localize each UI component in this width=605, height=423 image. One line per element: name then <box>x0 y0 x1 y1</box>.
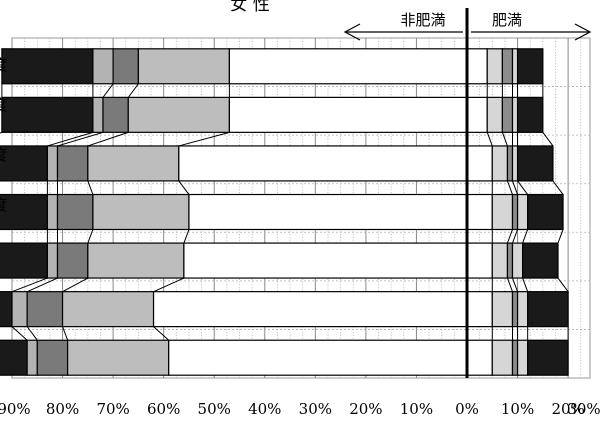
bar-segment-right <box>487 49 502 84</box>
x-tick-label: 20% <box>349 400 382 418</box>
connector-line <box>0 132 2 146</box>
bar-segment-right <box>528 292 568 327</box>
bar-segment-left <box>47 243 57 278</box>
bar-segment-left <box>138 49 229 84</box>
bar-segment-right <box>528 340 568 375</box>
x-tick-label: 10% <box>400 400 433 418</box>
x-tick-label: 10% <box>501 400 534 418</box>
x-tick-label: 0% <box>455 400 479 418</box>
bar-segment-right <box>523 243 558 278</box>
bar-segment-left <box>58 195 93 230</box>
bar-segment-right <box>507 146 512 181</box>
bar-segment-left <box>189 195 467 230</box>
bar-segment-right <box>467 146 492 181</box>
bar-segment-right <box>518 49 543 84</box>
x-tick-label: 30% <box>299 400 332 418</box>
bar-segment-left <box>113 49 138 84</box>
x-tick-label: 80% <box>46 400 79 418</box>
bar-segment-left <box>27 340 37 375</box>
bar-segment-right <box>467 49 487 84</box>
bar-segment-left <box>37 340 67 375</box>
bar-segment-right <box>492 292 512 327</box>
bar-segment-right <box>492 243 507 278</box>
bar-row-4 <box>0 195 563 230</box>
x-tick-label: 70% <box>96 400 129 418</box>
bar-segment-right <box>513 49 518 84</box>
category-label-fragment: 度 <box>0 56 8 74</box>
bar-segment-right <box>528 195 563 230</box>
bar-segment-left <box>58 146 88 181</box>
bar-segment-right <box>487 97 502 132</box>
bar-row-5 <box>0 243 558 278</box>
bar-segment-right <box>513 243 523 278</box>
bar-segment-right <box>502 49 512 84</box>
category-label-fragment: 度 <box>0 146 8 164</box>
bar-segment-left <box>12 292 27 327</box>
bar-segment-right <box>518 146 553 181</box>
bar-segment-left <box>68 340 169 375</box>
bar-segment-left <box>88 243 184 278</box>
bar-segment-right <box>492 340 512 375</box>
bar-segment-left <box>93 49 113 84</box>
bars <box>0 49 568 375</box>
bar-segment-left <box>128 97 229 132</box>
bar-segment-left <box>47 195 57 230</box>
bar-segment-left <box>103 97 128 132</box>
bar-segment-right <box>467 340 492 375</box>
bar-segment-right <box>513 146 518 181</box>
bar-row-3 <box>0 146 553 181</box>
bar-segment-right <box>513 97 518 132</box>
bar-segment-right <box>518 195 528 230</box>
category-label-fragment: 度 <box>0 96 8 114</box>
bar-segment-left <box>93 195 189 230</box>
bar-segment-left <box>0 292 12 327</box>
bar-segment-right <box>518 97 543 132</box>
bar-segment-right <box>467 292 492 327</box>
bar-segment-left <box>0 243 47 278</box>
x-tick-label: 90% <box>0 400 31 418</box>
bar-segment-right <box>467 97 487 132</box>
header-obese: 肥満 <box>492 11 522 29</box>
bar-segment-left <box>229 49 467 84</box>
bar-segment-left <box>2 49 93 84</box>
bar-segment-right <box>467 243 492 278</box>
bar-segment-right <box>492 195 512 230</box>
bar-segment-left <box>0 340 27 375</box>
header-non-obese: 非肥満 <box>400 11 445 29</box>
bar-segment-left <box>169 340 467 375</box>
bar-row-6 <box>0 292 568 327</box>
x-tick-label: 30% <box>567 400 600 418</box>
bar-segment-left <box>2 97 93 132</box>
bar-segment-right <box>507 243 512 278</box>
bar-segment-left <box>184 243 467 278</box>
chart-title: 女 性 <box>230 0 269 15</box>
bar-segment-right <box>518 292 528 327</box>
bar-segment-left <box>58 243 88 278</box>
bar-row-7 <box>0 340 568 375</box>
bar-segment-left <box>93 97 103 132</box>
x-tick-label: 50% <box>198 400 231 418</box>
category-label-fragment: 度 <box>0 196 8 214</box>
bar-segment-right <box>492 146 507 181</box>
bar-segment-right <box>518 340 528 375</box>
bar-row-1 <box>2 49 543 84</box>
bar-segment-left <box>154 292 467 327</box>
x-tick-label: 40% <box>248 400 281 418</box>
x-tick-label: 60% <box>147 400 180 418</box>
bar-segment-right <box>467 195 492 230</box>
bar-segment-left <box>63 292 154 327</box>
bar-segment-left <box>179 146 467 181</box>
bar-segment-right <box>513 340 518 375</box>
bar-segment-right <box>513 195 518 230</box>
bar-row-2 <box>2 97 543 132</box>
bar-segment-right <box>502 97 512 132</box>
bar-segment-left <box>47 146 57 181</box>
bar-segment-left <box>229 97 467 132</box>
bar-segment-right <box>513 292 518 327</box>
bar-segment-left <box>27 292 62 327</box>
bar-segment-left <box>88 146 179 181</box>
